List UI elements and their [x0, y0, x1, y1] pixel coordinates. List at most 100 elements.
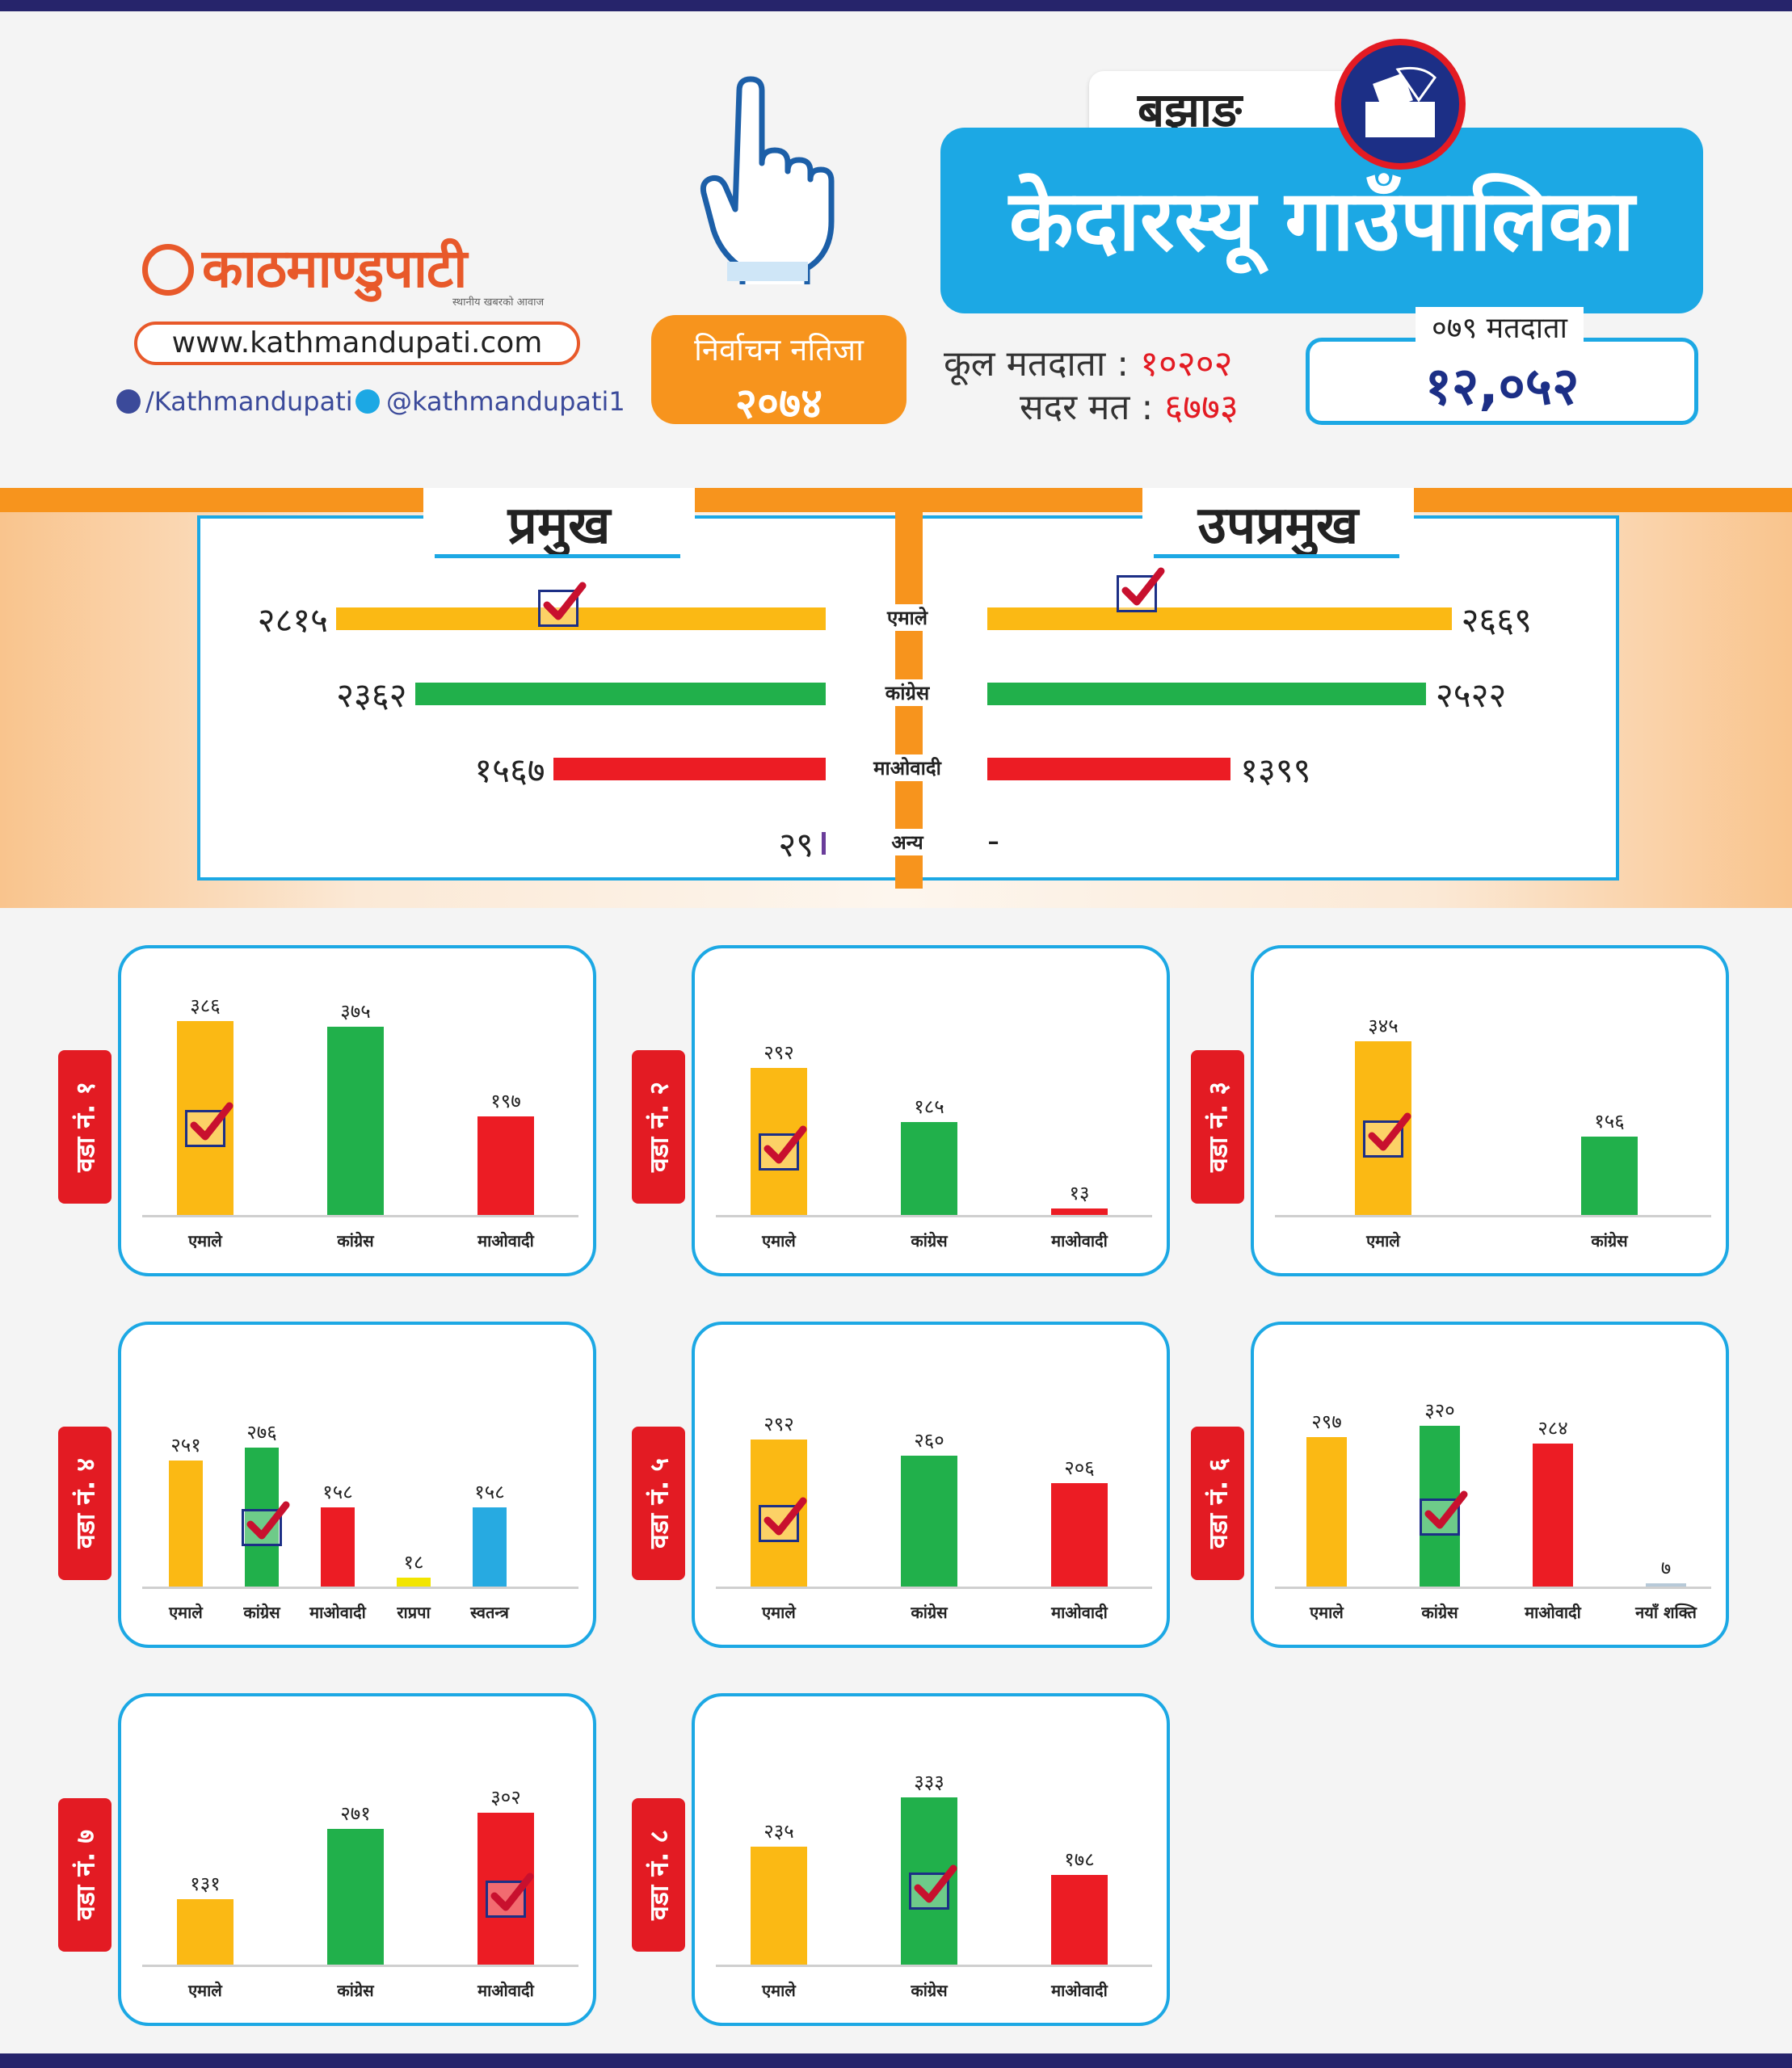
ward-party-label: कांग्रेस	[337, 1981, 374, 2000]
ward-number-label: वडा नं. ३	[1202, 1081, 1234, 1173]
ward-number-tag: वडा नं. ३	[1191, 1050, 1244, 1204]
ward-number-label: वडा नं. ८	[643, 1829, 675, 1921]
ward-card: २९२ एमाले १८५ कांग्रेस १३ माओवादी	[692, 945, 1170, 1276]
ward-bar	[177, 1898, 233, 1965]
ward-card: ३४५ एमाले १५६ कांग्रेस	[1251, 945, 1729, 1276]
party-label: माओवादी	[863, 754, 952, 781]
winner-check-icon	[759, 1497, 807, 1543]
ward-party-label: कांग्रेस	[911, 1603, 948, 1622]
logo-icon	[142, 244, 194, 296]
mayor-value: २९	[778, 825, 814, 864]
winner-check-icon	[486, 1873, 534, 1919]
ward-bar	[751, 1846, 807, 1965]
valid-votes-label: सदर मत :	[1020, 387, 1154, 428]
valid-votes: सदर मत : ६७७३	[1020, 381, 1239, 430]
mayor-bar	[414, 683, 826, 705]
ward-party-label: राप्रपा	[397, 1603, 431, 1622]
ward-bar-value: १३	[1069, 1181, 1090, 1204]
ward-bar	[477, 1116, 534, 1215]
valid-votes-value: ६७७३	[1164, 387, 1239, 428]
twitter-handle[interactable]: @kathmandupati1	[386, 386, 625, 417]
ward-bar-value: १८५	[914, 1095, 944, 1118]
deputy-value: १३९९	[1240, 750, 1311, 790]
ward-bar-value: २०६	[1064, 1456, 1095, 1479]
badge-year: २०७४	[734, 380, 823, 428]
ward-bar-value: २३५	[763, 1819, 794, 1843]
ward-bar-value: २५१	[170, 1433, 201, 1456]
chart-baseline	[716, 1965, 1152, 1967]
ward-party-label: कांग्रेस	[911, 1231, 948, 1250]
ward-card: २९२ एमाले २६० कांग्रेस २०६ माओवादी	[692, 1322, 1170, 1648]
ward-number-label: वडा नं. २	[643, 1081, 675, 1173]
deputy-bar	[987, 758, 1231, 780]
ward-party-label: स्वतन्त्र	[470, 1603, 509, 1622]
winner-check-icon	[759, 1125, 807, 1171]
mayor-heading-underline	[435, 554, 680, 558]
chart-baseline	[142, 1587, 578, 1589]
ward-party-label: नयाँ शक्ति	[1635, 1603, 1697, 1622]
deputy-heading-underline	[1154, 554, 1399, 558]
winner-check-icon	[1117, 567, 1165, 612]
website-url[interactable]: www.kathmandupati.com	[134, 322, 580, 365]
ward-number-tag: वडा नं. १	[58, 1050, 111, 1204]
ward-party-label: माओवादी	[1525, 1603, 1581, 1622]
deputy-bar	[987, 607, 1452, 630]
winner-check-icon	[242, 1501, 290, 1547]
ward-bar-value: ३२०	[1424, 1399, 1455, 1423]
bottom-background	[0, 2045, 1792, 2053]
ward-number-tag: वडा नं. ७	[58, 1798, 111, 1952]
ward-number-label: वडा नं. ४	[69, 1457, 101, 1549]
ward-party-label: कांग्रेस	[337, 1231, 374, 1250]
chart-baseline	[716, 1587, 1152, 1589]
winner-check-icon	[538, 582, 587, 627]
ward-party-label: माओवादी	[1051, 1603, 1108, 1622]
deputy-value: -	[987, 821, 1000, 860]
ward-bar-value: १९७	[490, 1089, 521, 1112]
ward-bar	[1051, 1208, 1108, 1215]
winner-check-icon	[1363, 1112, 1411, 1158]
chart-baseline	[142, 1215, 578, 1217]
ward-number-label: वडा नं. १	[69, 1081, 101, 1173]
ward-bar-value: १५८	[474, 1480, 505, 1503]
ward-party-label: एमाले	[762, 1231, 796, 1250]
election-result-badge: निर्वाचन नतिजा २०७४	[651, 315, 907, 428]
ward-party-label: माओवादी	[477, 1231, 534, 1250]
mayor-bar	[822, 832, 826, 855]
ward-bar	[901, 1121, 957, 1215]
ward-bar-value: २९२	[763, 1413, 794, 1436]
ward-number-tag: वडा नं. २	[632, 1050, 685, 1204]
voters-079-value: १२,०५२	[1424, 357, 1580, 417]
ward-bar-value: १७८	[1064, 1848, 1095, 1872]
facebook-icon	[116, 389, 141, 414]
total-voters-value: १०२०२	[1140, 343, 1233, 385]
deputy-value: २६६९	[1461, 600, 1532, 640]
ward-bar-value: ३३३	[914, 1770, 944, 1793]
ward-bar	[1051, 1875, 1108, 1965]
ward-bar-value: २९७	[1311, 1410, 1342, 1434]
ward-bar	[901, 1456, 957, 1587]
ward-bar	[327, 1026, 384, 1215]
deputy-bar	[987, 683, 1426, 705]
ward-card: १३१ एमाले २७१ कांग्रेस ३०२ माओवादी	[118, 1693, 596, 2026]
ward-number-label: वडा नं. ५	[643, 1457, 675, 1549]
ward-bar-value: २६०	[914, 1429, 944, 1452]
voters-079-label: ०७९ मतदाता	[1416, 307, 1584, 347]
ward-party-label: एमाले	[188, 1981, 222, 2000]
mayor-bar	[553, 758, 826, 780]
voting-finger-icon	[700, 76, 835, 284]
ward-number-tag: वडा नं. ४	[58, 1427, 111, 1580]
deputy-heading: उपप्रमुख	[1142, 488, 1414, 556]
ward-bar	[397, 1577, 431, 1587]
chart-baseline	[1275, 1587, 1711, 1589]
ward-party-label: कांग्रेस	[1421, 1603, 1458, 1622]
ward-bar-value: २८४	[1538, 1417, 1568, 1440]
municipality-title: केदारस्यू गाउँपालिका	[940, 128, 1703, 313]
mayor-value: १५६७	[474, 750, 545, 790]
ward-bar-value: ३०२	[490, 1786, 521, 1810]
twitter-icon	[355, 389, 380, 414]
ward-card: २९७ एमाले ३२० कांग्रेस २८४ माओवादी ७ नयाँ शक्ति	[1251, 1322, 1729, 1648]
ward-card: २३५ एमाले ३३३ कांग्रेस १७८ माओवादी	[692, 1693, 1170, 2026]
facebook-handle[interactable]: /Kathmandupati	[145, 386, 353, 417]
total-voters-label: कूल मतदाता :	[944, 343, 1129, 385]
ballot-box-icon	[1335, 39, 1466, 170]
